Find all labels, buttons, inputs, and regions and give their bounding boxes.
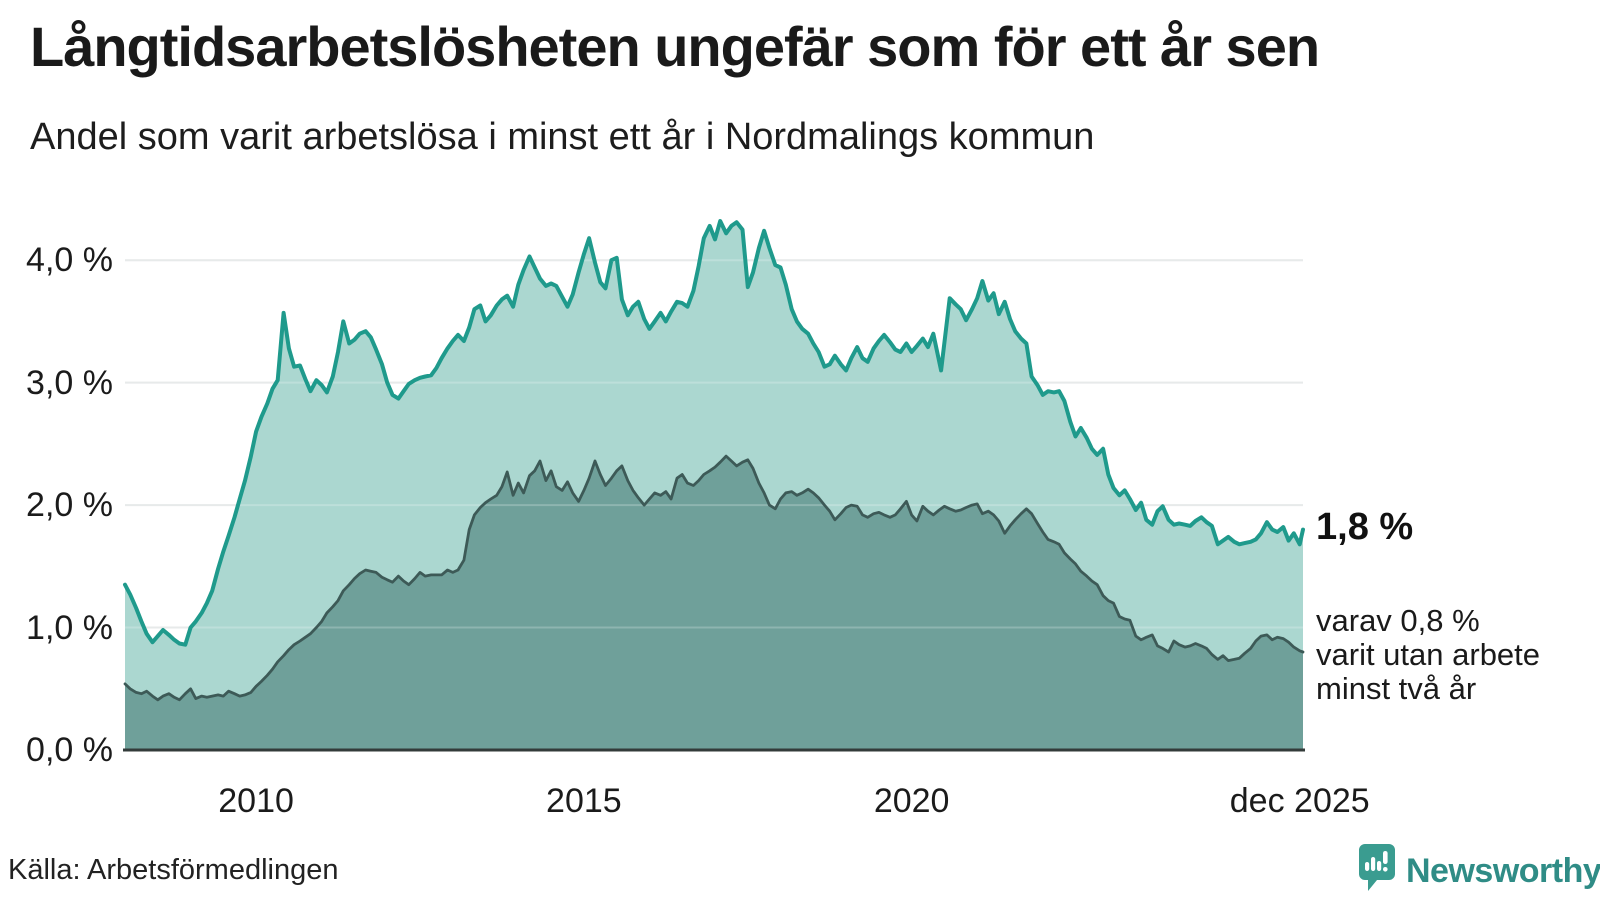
y-tick-label: 2,0 % [26, 486, 113, 525]
page-subtitle: Andel som varit arbetslösa i minst ett å… [30, 116, 1095, 158]
source-note: Källa: Arbetsförmedlingen [8, 854, 339, 886]
latest-value-annotation: 1,8 % [1316, 506, 1414, 548]
brand-name: Newsworthy [1406, 852, 1600, 890]
area-fills [125, 221, 1303, 750]
series-lines [123, 219, 1305, 702]
brand-logo: Newsworthy [1358, 843, 1600, 899]
line-one-year [123, 219, 1305, 647]
y-tick-label: 0,0 % [26, 731, 113, 769]
page-title: Långtidsarbetslösheten ungefär som för e… [30, 15, 1320, 78]
line-two-years [123, 454, 1305, 702]
x-tick-label: 2015 [546, 782, 622, 820]
y-tick-label: 1,0 % [26, 608, 113, 647]
newsworthy-icon [1359, 844, 1395, 891]
y-tick-label: 4,0 % [26, 241, 113, 280]
two-year-annotation: varav 0,8 % varit utan arbete minst två … [1316, 603, 1541, 706]
x-tick-label: 2020 [873, 782, 950, 820]
x-tick-label: 2010 [218, 782, 294, 820]
x-tick-label: dec 2025 [1229, 782, 1370, 820]
y-tick-label: 3,0 % [26, 363, 113, 402]
